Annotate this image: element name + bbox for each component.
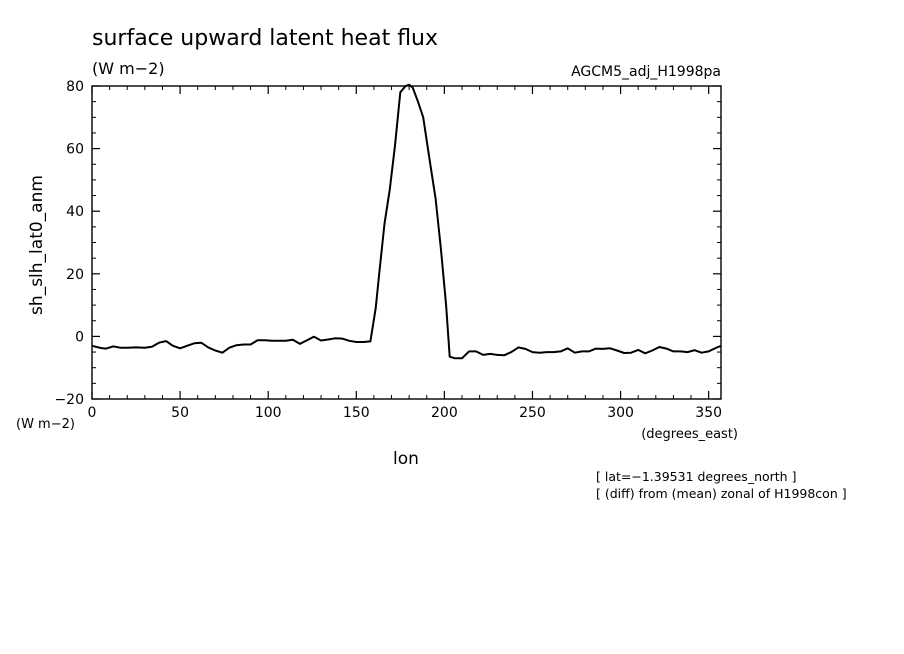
y-axis: −20 0 20 40 60 80 (54, 79, 721, 408)
y-tick-label: 20 (66, 267, 84, 283)
y-tick-label: 0 (75, 329, 84, 345)
x-axis: 0 50 100 150 200 250 300 350 (88, 86, 722, 421)
x-axis-units: (degrees_east) (641, 427, 738, 442)
x-tick-label: 150 (343, 405, 370, 421)
x-tick-label: 350 (695, 405, 722, 421)
y-tick-label: 80 (66, 79, 84, 95)
y-axis-label: sh_slh_lat0_anm (27, 175, 47, 315)
x-tick-label: 100 (255, 405, 282, 421)
series-line (91, 83, 722, 360)
x-tick-label: 300 (607, 405, 634, 421)
chart-title: surface upward latent heat flux (92, 26, 438, 51)
run-name: AGCM5_adj_H1998pa (571, 64, 721, 80)
latitude-note: [ lat=−1.39531 degrees_north ] (596, 469, 796, 484)
x-axis-label: lon (393, 449, 419, 469)
x-tick-label: 250 (519, 405, 546, 421)
x-tick-label: 200 (431, 405, 458, 421)
y-tick-label: 60 (66, 142, 84, 158)
x-tick-label: 50 (171, 405, 189, 421)
y-tick-label: −20 (54, 392, 84, 408)
x-tick-label: 0 (88, 405, 97, 421)
y-axis-units: (W m−2) (16, 417, 75, 432)
chart-units: (W m−2) (92, 59, 165, 78)
comparison-note: [ (diff) from (mean) zonal of H1998con ] (596, 486, 847, 501)
y-tick-label: 40 (66, 204, 84, 220)
